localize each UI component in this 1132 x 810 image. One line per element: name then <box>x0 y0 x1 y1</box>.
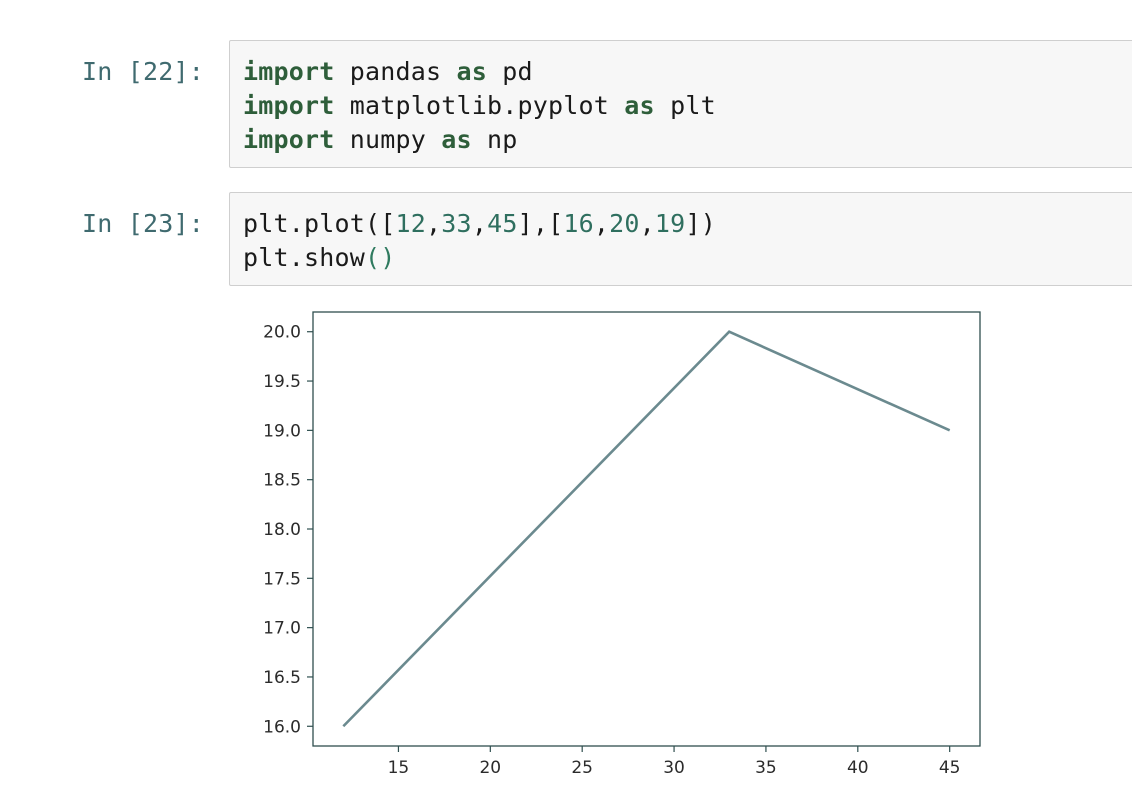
y-tick-label: 20.0 <box>263 323 301 343</box>
code-token: matplotlib.pyplot <box>334 91 625 120</box>
code-token: plt <box>654 91 716 120</box>
y-tick-label: 18.5 <box>263 471 301 491</box>
code-number: 20 <box>609 209 640 238</box>
code-token: plt.show <box>243 243 366 272</box>
x-tick-label: 45 <box>939 758 961 778</box>
code-token: pandas <box>334 57 457 86</box>
code-keyword: import <box>243 91 335 120</box>
code-number: 16 <box>563 209 594 238</box>
code-keyword: as <box>441 125 472 154</box>
code-line: plt.plot([12,33,45],[16,20,19]) <box>243 209 716 238</box>
series-line <box>342 330 951 728</box>
code-token: plt.plot([ <box>243 209 396 238</box>
code-token: pd <box>487 57 533 86</box>
code-number: 19 <box>654 209 686 238</box>
input-prompt: In [22]: <box>82 57 205 86</box>
x-tick-label: 30 <box>663 758 685 778</box>
code-token: , <box>639 209 655 238</box>
y-tick-label: 17.5 <box>263 569 301 589</box>
y-tick-label: 19.5 <box>263 372 301 392</box>
code-line: plt.show() <box>243 243 396 272</box>
code-token: numpy <box>334 125 442 154</box>
code-token: , <box>426 209 442 238</box>
code-line: import numpy as np <box>243 125 518 154</box>
x-tick-label: 25 <box>571 758 593 778</box>
code-input-area[interactable]: plt.plot([12,33,45],[16,20,19]) plt.show… <box>229 192 1132 286</box>
code-keyword: as <box>624 91 655 120</box>
code-token: ],[ <box>517 209 564 238</box>
y-tick-label: 18.0 <box>263 520 301 540</box>
y-tick-label: 16.5 <box>263 668 301 688</box>
code-line: import pandas as pd <box>243 57 533 86</box>
x-tick-label: 35 <box>755 758 777 778</box>
x-tick-label: 20 <box>479 758 501 778</box>
code-token: , <box>471 209 488 238</box>
plot-frame <box>312 311 981 747</box>
code-token: () <box>365 243 396 272</box>
y-tick-label: 17.0 <box>263 619 301 639</box>
notebook-cell-22[interactable]: In [22]: import pandas as pd import matp… <box>0 40 1132 168</box>
code-number: 33 <box>441 209 472 238</box>
code-line: import matplotlib.pyplot as plt <box>243 91 716 120</box>
y-tick-label: 19.0 <box>263 421 301 441</box>
line-chart: 16.0 16.5 17.0 17.5 18.0 18.5 19.0 19.5 20.0 15 20… <box>263 311 981 778</box>
y-tick-label: 16.0 <box>263 717 301 737</box>
code-keyword: import <box>243 125 335 154</box>
input-prompt: In [23]: <box>82 209 205 238</box>
x-tick-label: 15 <box>388 758 410 778</box>
cell-output-plot: 16.0 16.5 17.0 17.5 18.0 18.5 19.0 19.5 20.0 15 20… <box>240 296 1000 796</box>
x-tick-label: 40 <box>847 758 869 778</box>
code-number: 45 <box>487 209 518 238</box>
code-keyword: import <box>243 57 335 86</box>
code-number: 12 <box>395 209 427 238</box>
code-input-area[interactable]: import pandas as pd import matplotlib.py… <box>229 40 1132 168</box>
code-keyword: as <box>456 57 488 86</box>
notebook-cell-23[interactable]: In [23]: plt.plot([12,33,45],[16,20,19])… <box>0 192 1132 286</box>
code-token: np <box>471 125 518 154</box>
code-token: , <box>593 209 610 238</box>
code-token: ]) <box>685 209 716 238</box>
